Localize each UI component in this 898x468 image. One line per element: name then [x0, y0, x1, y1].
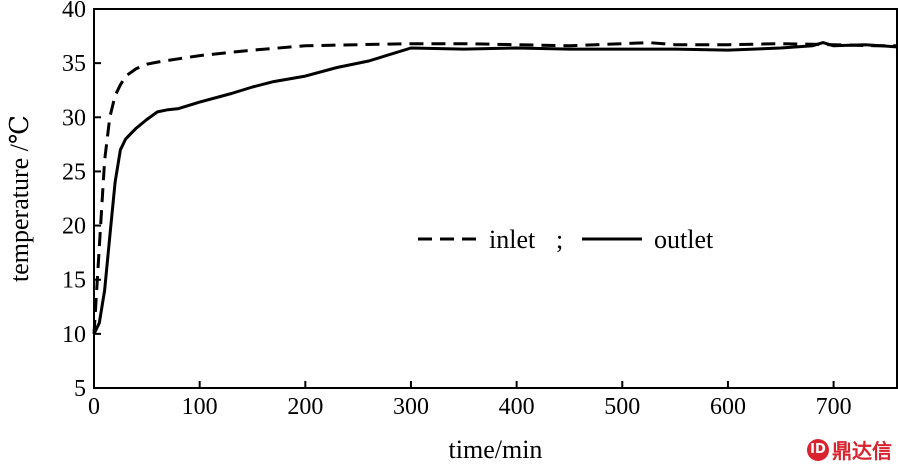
x-tick-label: 300: [393, 394, 429, 420]
plot-area-frame: [93, 8, 898, 389]
watermark-text: 鼎达信: [832, 439, 892, 463]
series-lines: [92, 41, 898, 335]
x-tick-label: 600: [710, 394, 746, 420]
y-axis-ticks: 5 10 15 20 25 30 35 40: [62, 0, 101, 402]
y-tick-label: 15: [62, 268, 86, 294]
x-axis-label: time/min: [449, 435, 543, 464]
series-line-inlet: [92, 41, 897, 334]
x-axis-ticks: 0 100 200 300 400 500 600 700: [88, 381, 852, 420]
legend: inlet ; outlet: [418, 225, 714, 254]
x-tick-label: 400: [499, 394, 535, 420]
legend-separator: ;: [556, 225, 563, 254]
y-tick-label: 25: [62, 159, 86, 185]
watermark: ID 鼎达信: [807, 435, 892, 464]
y-tick-label: 5: [74, 376, 86, 402]
watermark-logo-icon: ID: [807, 438, 829, 461]
series-line-outlet: [92, 41, 898, 335]
y-tick-label: 40: [62, 0, 86, 23]
y-tick-label: 20: [62, 214, 86, 240]
y-tick-label: 10: [62, 322, 86, 348]
x-tick-label: 200: [287, 394, 323, 420]
y-tick-label: 30: [62, 105, 86, 131]
x-tick-label: 500: [604, 394, 640, 420]
x-tick-label: 0: [88, 394, 100, 420]
legend-label-inlet: inlet: [489, 225, 536, 254]
legend-label-outlet: outlet: [654, 225, 714, 254]
x-tick-label: 100: [182, 394, 218, 420]
x-tick-label: 700: [816, 394, 852, 420]
y-tick-label: 35: [62, 51, 86, 77]
y-axis-label: temperature /℃: [5, 115, 34, 282]
